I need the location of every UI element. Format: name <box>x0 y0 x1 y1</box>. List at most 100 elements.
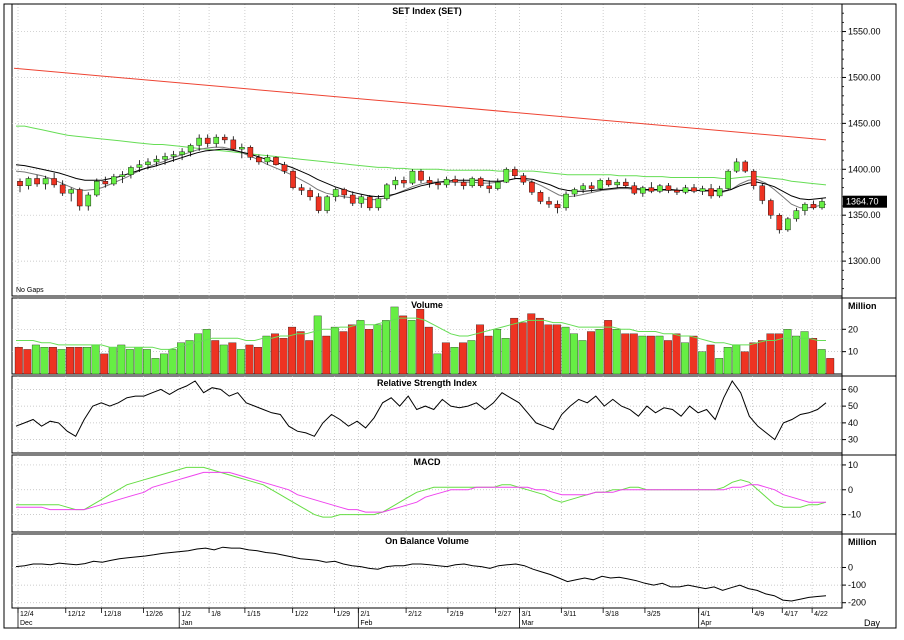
candle-body-down <box>529 181 535 193</box>
volume-bar <box>74 347 83 375</box>
volume-bar <box>407 320 416 375</box>
candle-body-up <box>392 180 399 186</box>
volume-bar <box>313 315 322 375</box>
candle-body-down <box>256 157 262 163</box>
candle-body-up <box>179 151 185 155</box>
candle <box>281 161 288 174</box>
candle <box>605 177 612 187</box>
candle <box>204 134 211 148</box>
candle <box>290 169 296 190</box>
candle <box>264 154 271 165</box>
volume-bar <box>664 340 672 375</box>
candle <box>68 187 74 202</box>
candle <box>341 187 348 199</box>
candle <box>298 183 305 195</box>
volume-bar <box>723 347 732 375</box>
candle-body-up <box>324 196 330 211</box>
x-date-label: 12/26 <box>145 611 163 618</box>
candle <box>529 180 535 195</box>
candle <box>256 154 262 165</box>
price-y-tick-label: 1300.00 <box>848 256 881 266</box>
candle <box>733 158 740 173</box>
volume-bar <box>66 347 74 375</box>
candle-body-down <box>102 181 109 185</box>
candle <box>631 182 638 195</box>
candle-body-down <box>776 214 783 231</box>
candle-body-up <box>145 161 151 165</box>
candle-body-up <box>640 187 646 194</box>
rsi-y-tick-label: 30 <box>848 435 858 445</box>
volume-bar <box>14 347 23 375</box>
volume-bar <box>194 333 203 375</box>
candle <box>409 169 416 185</box>
volume-bar <box>416 309 425 375</box>
volume-bar <box>587 331 595 375</box>
x-month-label: Dec <box>20 620 33 627</box>
volume-bar <box>578 340 587 375</box>
candle <box>17 178 23 193</box>
x-date-label: 1/15 <box>247 611 261 618</box>
candle-body-up <box>384 184 390 199</box>
candle-body-up <box>85 194 92 207</box>
candle-body-down <box>708 188 714 197</box>
x-date-label: 4/22 <box>814 611 828 618</box>
x-date-label: 1/8 <box>211 611 221 618</box>
obv-y-tick-label: 0 <box>848 562 853 572</box>
volume-bar <box>527 313 536 375</box>
candle-body-down <box>273 157 279 165</box>
candle-body-down <box>34 178 40 185</box>
x-date-label: 4/1 <box>701 611 711 618</box>
rsi-y-tick-label: 50 <box>848 401 858 411</box>
candle-body-down <box>460 181 467 187</box>
x-date-label: 1/29 <box>336 611 350 618</box>
x-date-label: 2/12 <box>408 611 422 618</box>
candle <box>102 176 109 188</box>
volume-bar <box>612 329 621 375</box>
volume-bar <box>655 335 664 375</box>
volume-bar <box>800 331 809 375</box>
obv-unit-label: Million <box>848 537 877 547</box>
candle <box>665 183 672 194</box>
candle-body-up <box>136 164 143 168</box>
volume-bar <box>211 340 220 375</box>
candle <box>324 194 330 214</box>
candle-body-up <box>443 179 450 186</box>
candle <box>622 178 629 188</box>
obv-title: On Balance Volume <box>385 536 469 546</box>
candle-body-down <box>810 203 817 209</box>
candle-body-up <box>170 154 177 157</box>
candle-body-up <box>119 174 126 177</box>
candle-body-down <box>554 203 561 209</box>
volume-bar <box>681 342 689 375</box>
candle <box>367 194 373 211</box>
candle-body-down <box>51 178 57 186</box>
candle-body-down <box>622 181 629 187</box>
volume-y-tick-label: 10 <box>848 347 858 357</box>
candle <box>426 176 433 188</box>
candle <box>469 176 475 188</box>
volume-bar <box>134 347 143 375</box>
candle-body-up <box>332 189 339 198</box>
panel-frame-macd <box>11 454 843 533</box>
candle-body-down <box>341 189 348 196</box>
candle-body-up <box>358 196 365 204</box>
x-date-label: 3/18 <box>605 611 619 618</box>
candle <box>384 183 390 201</box>
candle-body-down <box>315 196 322 211</box>
candle <box>358 194 365 208</box>
candle-body-up <box>93 181 100 196</box>
volume-bar <box>424 326 433 375</box>
candle-body-up <box>785 218 791 231</box>
candle-body-down <box>759 185 766 201</box>
candle <box>546 196 552 208</box>
volume-bar <box>160 353 168 375</box>
candle <box>460 178 467 190</box>
candle-body-up <box>494 181 501 189</box>
price-y-tick-label: 1350.00 <box>848 210 881 220</box>
candle-body-down <box>537 192 544 202</box>
candle-body-up <box>802 203 808 211</box>
x-date-label: 1/2 <box>181 611 191 618</box>
volume-bar <box>390 306 399 375</box>
candle-body-down <box>648 187 655 192</box>
candle-body-down <box>247 147 254 158</box>
